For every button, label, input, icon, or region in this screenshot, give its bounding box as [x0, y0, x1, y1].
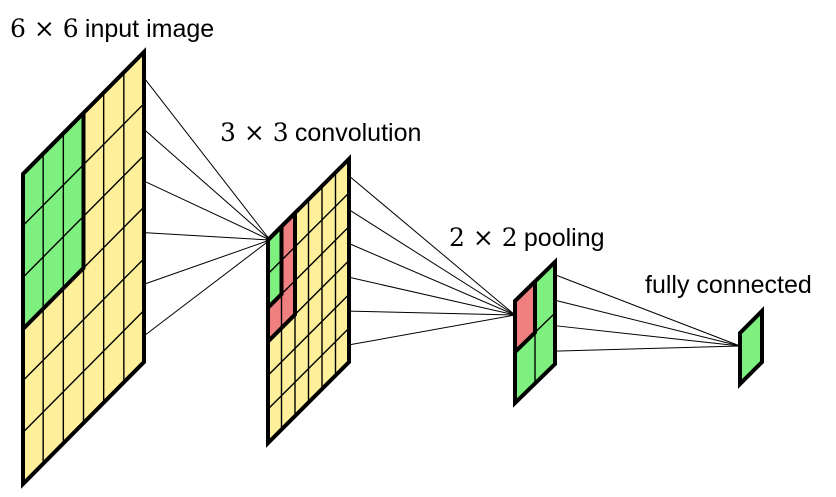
input-label: 6 × 6 input image — [10, 16, 214, 42]
connection-line-1-4 — [348, 310, 516, 316]
connection-line-0-4 — [143, 239, 271, 285]
conv-layer-border — [266, 154, 351, 448]
connection-line-0-3 — [143, 232, 271, 241]
connection-line-1-1 — [348, 209, 516, 316]
conv-layer-grid-row-5 — [267, 327, 350, 410]
fc-label: fully connected — [645, 273, 812, 298]
input-size: 6 × 6 — [10, 14, 79, 43]
connection-line-1-0 — [348, 175, 516, 316]
input-text: input image — [84, 15, 215, 43]
connection-line-1-3 — [348, 276, 516, 316]
connection-line-0-0 — [143, 77, 271, 241]
connection-line-2-0 — [554, 274, 741, 347]
pool-label: 2 × 2 pooling — [449, 225, 605, 251]
fc-layer — [738, 306, 764, 389]
fc-layer-border — [738, 306, 764, 389]
fc-text: fully connected — [645, 271, 812, 299]
input-layer-border — [21, 47, 146, 489]
pool-layer-border — [513, 257, 557, 408]
conv-text: convolution — [294, 119, 422, 147]
connection-line-2-1 — [554, 299, 741, 347]
pool-size: 2 × 2 — [449, 223, 518, 252]
connection-line-1-5 — [348, 314, 516, 346]
connection-line-2-3 — [554, 345, 741, 352]
connection-line-0-1 — [143, 129, 271, 241]
input-layer — [21, 47, 146, 489]
input-layer-grid-row-5 — [22, 309, 145, 433]
conv-size: 3 × 3 — [220, 118, 289, 147]
conv-layer — [266, 154, 351, 448]
connection-line-0-2 — [143, 180, 271, 241]
conv-layer-grid-row-4 — [267, 293, 350, 376]
pool-text: pooling — [523, 224, 605, 252]
conv-label: 3 × 3 convolution — [220, 120, 421, 146]
layers — [21, 47, 764, 489]
connection-line-1-2 — [348, 243, 516, 316]
connection-lines — [143, 77, 741, 352]
input-layer-region-0 — [23, 113, 84, 329]
connection-line-2-2 — [554, 325, 741, 347]
input-layer-grid-row-4 — [22, 258, 145, 382]
connection-line-0-5 — [143, 239, 271, 337]
pool-layer-region-0 — [515, 281, 535, 352]
pool-layer — [513, 257, 557, 408]
